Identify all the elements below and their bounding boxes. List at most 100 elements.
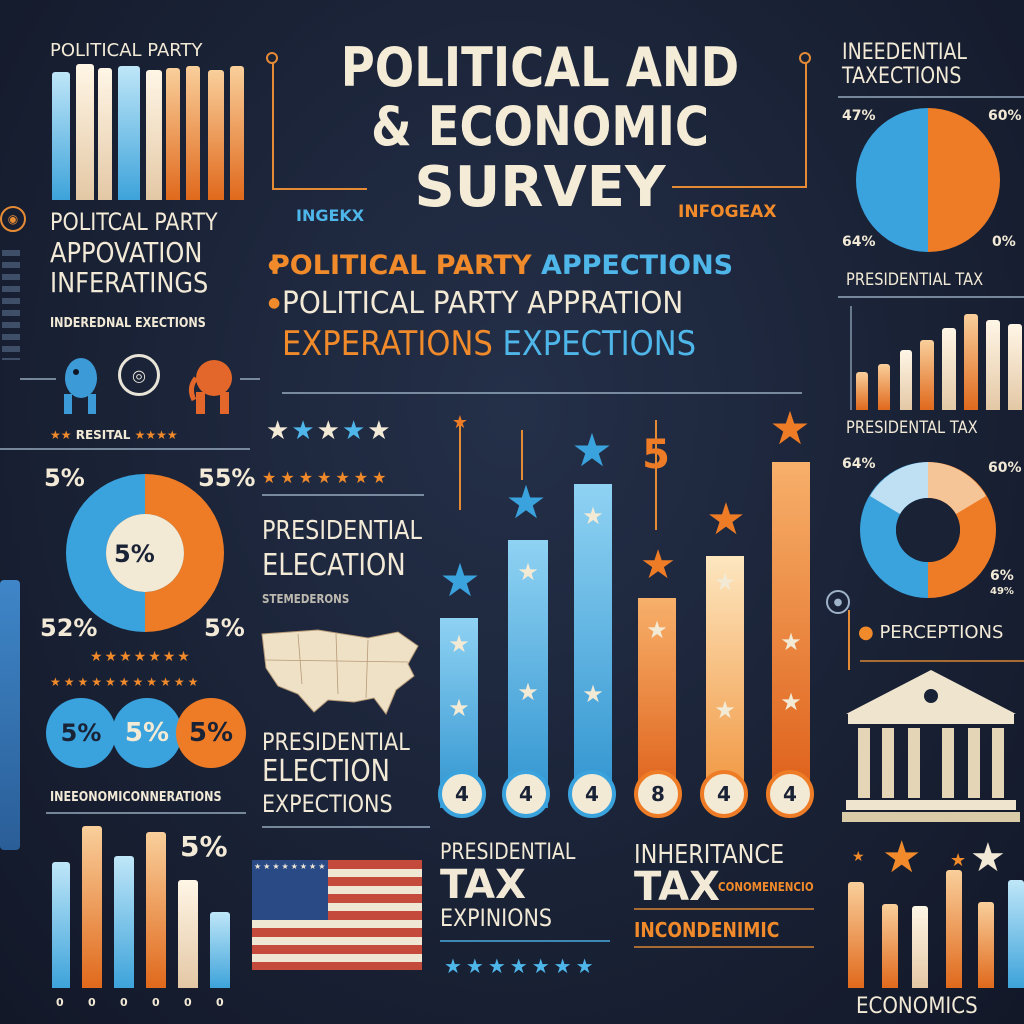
right-bar-axis: [850, 306, 852, 410]
left-circle-blue: 5%: [46, 698, 116, 768]
party-bar: [98, 68, 112, 200]
approval-line-2: APPOVATION: [50, 236, 203, 269]
right-perceptions: ● PERCEPTIONS: [858, 622, 1004, 643]
right-pie-label-tl: 47%: [842, 108, 876, 124]
subtitle-line-1: POLITICAL PARTY APPECTIONS: [270, 250, 733, 281]
right-title-divider: [838, 96, 1024, 98]
svg-text:★: ★: [448, 694, 470, 722]
party-emblem-icon: ◎: [118, 354, 160, 396]
center-divider: [262, 494, 424, 496]
econ-bar: [52, 862, 70, 988]
capitol-building-icon: [842, 666, 1020, 826]
svg-text:★: ★: [517, 678, 539, 706]
right-donut-label-tr: 60%: [988, 460, 1022, 476]
econ-bar: [178, 880, 198, 988]
econ-bar-label: 0: [120, 996, 128, 1009]
bar-badge: 4: [568, 770, 616, 818]
econ-bar-label: 0: [88, 996, 96, 1009]
subtitle-line-2: POLITICAL PARTY APPRATION: [282, 286, 684, 321]
far-left-pillar: [0, 580, 20, 850]
svg-text:★: ★: [448, 630, 470, 658]
bar-badge: 4: [438, 770, 486, 818]
right-bottom-star-small: ★: [852, 849, 865, 865]
svg-text:★: ★: [571, 423, 612, 477]
svg-text:★: ★: [780, 688, 802, 716]
econ-right-bar: [882, 904, 898, 988]
left-divider: [20, 378, 56, 380]
bar-badge: 4: [502, 770, 550, 818]
title-frame-bottom-left: [272, 188, 367, 190]
left-divider: [240, 378, 260, 380]
left-divider-2: [0, 448, 250, 450]
pres-line-2: ELECATION: [262, 548, 406, 583]
center-stars-row: ★★★★★: [266, 416, 393, 446]
right-bar: [986, 320, 1000, 410]
svg-text:★: ★: [769, 401, 810, 455]
right-bars-divider: [838, 296, 1024, 298]
right-perceptions-text: PERCEPTIONS: [879, 622, 1004, 643]
left-stars-caption: ★★ RESITAL ★★★★: [50, 428, 178, 442]
econ-bar: [210, 912, 230, 988]
right-bar: [920, 340, 934, 410]
bar-badge: 8: [634, 770, 682, 818]
svg-text:★: ★: [505, 475, 546, 529]
right-bars-title: PRESIDENTIAL TAX: [846, 270, 984, 290]
bar-badge: 4: [700, 770, 748, 818]
svg-text:★: ★: [640, 542, 676, 588]
svg-text:★: ★: [646, 616, 668, 644]
pres2-line-3: EXPECTIONS: [262, 790, 393, 818]
bullet-dot-icon: ●: [268, 295, 281, 311]
right-economics: ECONOMICS: [856, 994, 978, 1019]
econ-bar: [82, 826, 102, 988]
right-title-line-2: TAXECTIONS: [842, 64, 962, 89]
left-stars-row: ★★★★★★★★★★★: [50, 675, 202, 689]
left-circle-cream: 5%: [112, 698, 182, 768]
left-donut-label-tl: 5%: [44, 464, 85, 492]
center-bar-chart: ★ ★ ★ ★ ★ ★ ★ 5 ★ ★ ★ ★ ★ ★ ★ ★ ★ ★ ★: [430, 400, 820, 820]
left-donut-label-tr: 55%: [198, 464, 256, 492]
left-small-heading: INDEREDNAL EXECTIONS: [50, 316, 206, 331]
center-divider-2: [262, 826, 430, 828]
right-perceptions-divider: [860, 660, 1024, 662]
party-bar: [230, 66, 244, 200]
approval-line-3: INFERATINGS: [50, 266, 209, 299]
far-left-grid-icon: [2, 250, 20, 360]
left-party-title: POLITICAL PARTY: [50, 40, 203, 61]
title-line-2: & ECONOMIC: [371, 95, 709, 158]
approval-line-1: POLITCAL PARTY: [50, 208, 218, 236]
title-frame-dot: [266, 52, 278, 64]
party-bar: [76, 64, 94, 200]
title-tag-left: INGEKX: [296, 206, 365, 225]
econ-bar-label: 0: [216, 996, 224, 1009]
subtitle-line-3a: EXPERATIONS: [282, 324, 493, 364]
svg-text:★: ★: [452, 412, 468, 433]
tax-underline: [440, 940, 610, 942]
pres2-line-1: PRESIDENTIAL: [262, 728, 410, 756]
svg-text:★: ★: [714, 696, 736, 724]
right-pie-label-tr: 60%: [988, 108, 1022, 124]
econ-bar: [146, 832, 166, 988]
party-bar: [118, 66, 140, 200]
bar-top-number: 5: [642, 432, 670, 478]
flag-canton: ★★★★★★★★★★★★★★★★★★★★★★★★★★★★★★★★★★★: [252, 860, 328, 920]
left-donut-label-bl: 52%: [40, 614, 98, 642]
right-donut-label-br: 6%: [990, 568, 1014, 584]
right-bar: [878, 364, 890, 410]
us-flag-icon: ★★★★★★★★★★★★★★★★★★★★★★★★★★★★★★★★★★★: [252, 860, 422, 970]
inh-underline: [634, 908, 814, 910]
right-donut-label-br2: 49%: [990, 586, 1014, 597]
svg-text:★: ★: [439, 553, 480, 607]
subtitle-line-3: EXPERATIONS EXPECTIONS: [282, 324, 696, 364]
econ-bar-label: 0: [56, 996, 64, 1009]
title-frame-left: [272, 60, 274, 190]
right-bar: [964, 314, 978, 410]
left-econ-heading: INEEONOMICONNERATIONS: [50, 790, 222, 805]
svg-text:★: ★: [714, 568, 736, 596]
right-pie-label-br: 0%: [992, 234, 1016, 250]
right-pie-label-bl: 64%: [842, 234, 876, 250]
svg-text:★: ★: [780, 628, 802, 656]
title-frame-right: [805, 60, 807, 188]
econ-bar-label: 0: [184, 996, 192, 1009]
party-bar: [186, 66, 200, 200]
right-title-line-1: INEEDENTIAL: [842, 40, 967, 65]
